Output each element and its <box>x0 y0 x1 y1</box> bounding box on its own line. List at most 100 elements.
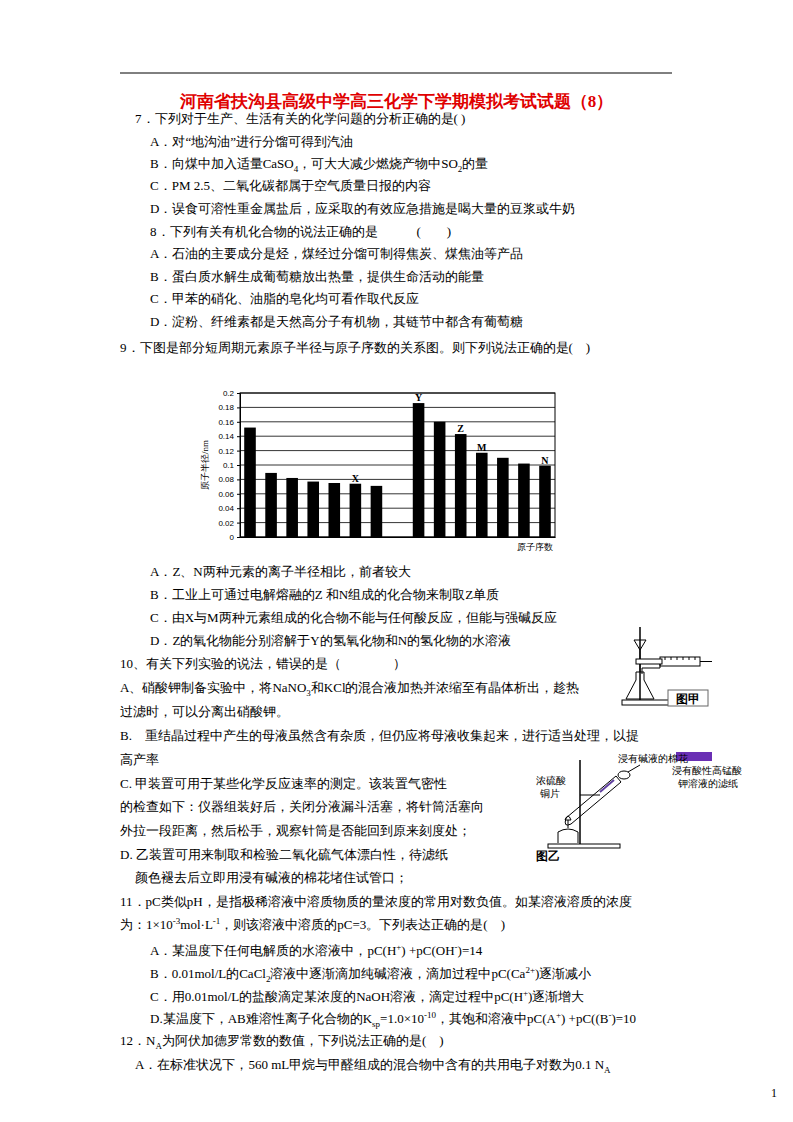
text-run: A．对“地沟油”进行分馏可得到汽油 <box>150 134 353 149</box>
y-tick: 0.16 <box>218 418 240 427</box>
subscript: A <box>155 1041 162 1051</box>
cotton-pointer <box>628 765 640 772</box>
text-line: 12．NA为阿伏加德罗常数的数值，下列说法正确的是( ) <box>120 1033 444 1049</box>
x-axis <box>241 537 556 539</box>
text-line: A、硝酸钾制备实验中，将NaNO3和KCl的混合液加热并浓缩至有晶体析出，趁热 <box>120 680 580 696</box>
superscript: + <box>556 1010 561 1020</box>
y-tick-mark <box>237 436 240 437</box>
y-tick-mark <box>237 407 240 408</box>
text-run: C．甲苯的硝化、油脂的皂化均可看作取代反应 <box>150 291 419 306</box>
text-line: B. 重结晶过程中产生的母液虽然含有杂质，但仍应将母液收集起来，进行适当处理，以… <box>120 728 639 744</box>
page-number: 1 <box>771 1086 777 1101</box>
y-tick-label: 0.12 <box>218 447 234 456</box>
text-line: 外拉一段距离，然后松手，观察针筒是否能回到原来刻度处； <box>120 823 471 839</box>
subscript: sp <box>372 1019 380 1029</box>
y-tick: 0.04 <box>218 504 240 513</box>
y-tick: 0.1 <box>223 461 240 470</box>
superscript: -10 <box>424 1010 436 1020</box>
bar <box>518 464 530 537</box>
caption: 图乙 <box>536 849 560 863</box>
y-tick-label: 0.14 <box>218 432 234 441</box>
text-run: 的量 <box>462 156 488 171</box>
text-run: A．石油的主要成分是烃，煤经过分馏可制得焦炭、煤焦油等产品 <box>150 246 523 261</box>
text-run: ，可大大减少燃烧产物中SO <box>298 156 458 171</box>
stand-rod <box>579 760 581 844</box>
text-run: B．0.01mol/L的CaCl <box>150 966 266 981</box>
text-run: A．Z、N两种元素的离子半径相比，前者较大 <box>150 564 411 579</box>
grid <box>240 393 555 537</box>
text-run: )=10 <box>611 1011 636 1026</box>
text-run: A．某温度下任何电解质的水溶液中，pC(H <box>150 943 396 958</box>
text-line: 过滤时，可以分离出硝酸钾。 <box>120 704 289 720</box>
text-line: 为：1×10-3mol·L-1，则该溶液中溶质的pC=3。下列表达正确的是( ) <box>120 917 505 933</box>
text-run: 8．下列有关有机化合物的说法正确的是 ( ) <box>150 224 451 239</box>
text-line: A．在标准状况下，560 mL甲烷与甲醛组成的混合物中含有的共用电子对数为0.1… <box>135 1057 611 1073</box>
y-tick-label: 0.2 <box>223 389 235 398</box>
text-run: ，则该溶液中溶质的pC=3。下列表达正确的是( ) <box>220 917 505 932</box>
superscript: - <box>608 1010 611 1020</box>
bar <box>497 458 509 537</box>
bar <box>539 466 551 537</box>
y-tick-label: 0.02 <box>218 519 234 528</box>
y-tick-mark <box>237 537 240 538</box>
scale-mark <box>677 657 678 660</box>
y-tick-label: 0.18 <box>218 403 234 412</box>
text-run: )=14 <box>458 943 483 958</box>
y-tick-label: 0.16 <box>218 418 234 427</box>
scale-mark <box>683 657 684 660</box>
y-tick-mark <box>237 523 240 524</box>
text-line: C．PM 2.5、二氧化碳都属于空气质量日报的内容 <box>150 178 431 194</box>
text-run: ，其饱和溶液中pC(A <box>436 1011 556 1026</box>
text-run: 9．下图是部分短周期元素原子半径与原子序数的关系图。则下列说法正确的是( ) <box>120 340 590 355</box>
y-tick: 0.14 <box>218 432 240 441</box>
y-tick: 0.18 <box>218 403 240 412</box>
scale-mark <box>695 657 696 660</box>
funnel <box>634 640 646 672</box>
figure-yi: 浸有碱液的棉花浓硫酸铜片浸有酸性高锰酸钾溶液的滤纸图乙 <box>536 752 742 863</box>
y-tick: 0.06 <box>218 490 240 499</box>
text-run: 过滤时，可以分离出硝酸钾。 <box>120 704 289 719</box>
text-line: B．0.01mol/L的CaCl2溶液中逐渐滴加纯碱溶液，滴加过程中pC(Ca2… <box>150 966 591 982</box>
y-tick: 0.2 <box>223 389 240 398</box>
point-labels: XYZMN <box>352 392 550 484</box>
text-run: D．误食可溶性重金属盐后，应采取的有效应急措施是喝大量的豆浆或牛奶 <box>150 201 575 216</box>
text-run: 高产率 <box>120 752 159 767</box>
text-run: A、硝酸钾制备实验中，将NaNO <box>120 680 306 695</box>
text-line: 7．下列对于生产、生活有关的化学问题的分析正确的是( ) <box>135 111 465 127</box>
y-tick-label: 0.04 <box>218 504 234 513</box>
clamp <box>636 659 662 664</box>
text-run: D. 乙装置可用来制取和检验二氧化硫气体漂白性，待滤纸 <box>120 847 448 862</box>
y-tick: 0.02 <box>218 519 240 528</box>
superscript: 2+ <box>525 965 535 975</box>
y-tick: 0.08 <box>218 475 240 484</box>
scale-mark <box>671 657 672 660</box>
figure-label: 铜片 <box>539 788 560 799</box>
text-run: 7．下列对于生产、生活有关的化学问题的分析正确的是( ) <box>135 111 465 126</box>
bars <box>244 403 551 537</box>
chart: XYZMN 0 0.02 0.04 0.06 0.08 0.1 0.12 0.14 0.16 0.1… <box>200 389 556 552</box>
bar <box>413 403 425 537</box>
text-run: C．PM 2.5、二氧化碳都属于空气质量日报的内容 <box>150 178 431 193</box>
title: 河南省扶沟县高级中学高三化学下学期模拟考试试题（8） <box>0 90 793 113</box>
lamp <box>558 820 578 843</box>
text-line: C．用0.01mol/L的盐酸滴定某浓度的NaOH溶液，滴定过程中pC(H+)逐… <box>150 989 584 1005</box>
text-run: =1.0×10 <box>380 1011 424 1026</box>
superscript: + <box>396 942 401 952</box>
y-tick-mark <box>237 508 240 509</box>
text-run: 12．N <box>120 1033 155 1048</box>
text-line: 的检查如下：仪器组装好后，关闭分液漏斗活塞，将针筒活塞向 <box>120 799 484 815</box>
stand-base <box>548 844 620 848</box>
subscript: 3 <box>306 688 311 698</box>
text-line: D.某温度下，AB难溶性离子化合物的Ksp=1.0×10-10，其饱和溶液中pC… <box>150 1011 636 1027</box>
y-tick-label: 0.1 <box>223 461 235 470</box>
y-tick: 0 <box>230 533 240 542</box>
scale-mark <box>665 657 666 660</box>
text-line: 颜色褪去后立即用浸有碱液的棉花堵住试管口； <box>135 870 408 886</box>
text-run: D.某温度下，AB难溶性离子化合物的K <box>150 1011 372 1026</box>
subscript: 4 <box>294 164 299 174</box>
text-run: ) +pC(OH <box>401 943 454 958</box>
clamp-arm <box>580 795 600 796</box>
text-line: C. 甲装置可用于某些化学反应速率的测定。该装置气密性 <box>120 776 447 792</box>
text-run: mol·L <box>180 917 213 932</box>
text-run: B. 重结晶过程中产生的母液虽然含有杂质，但仍应将母液收集起来，进行适当处理，以… <box>120 728 639 743</box>
